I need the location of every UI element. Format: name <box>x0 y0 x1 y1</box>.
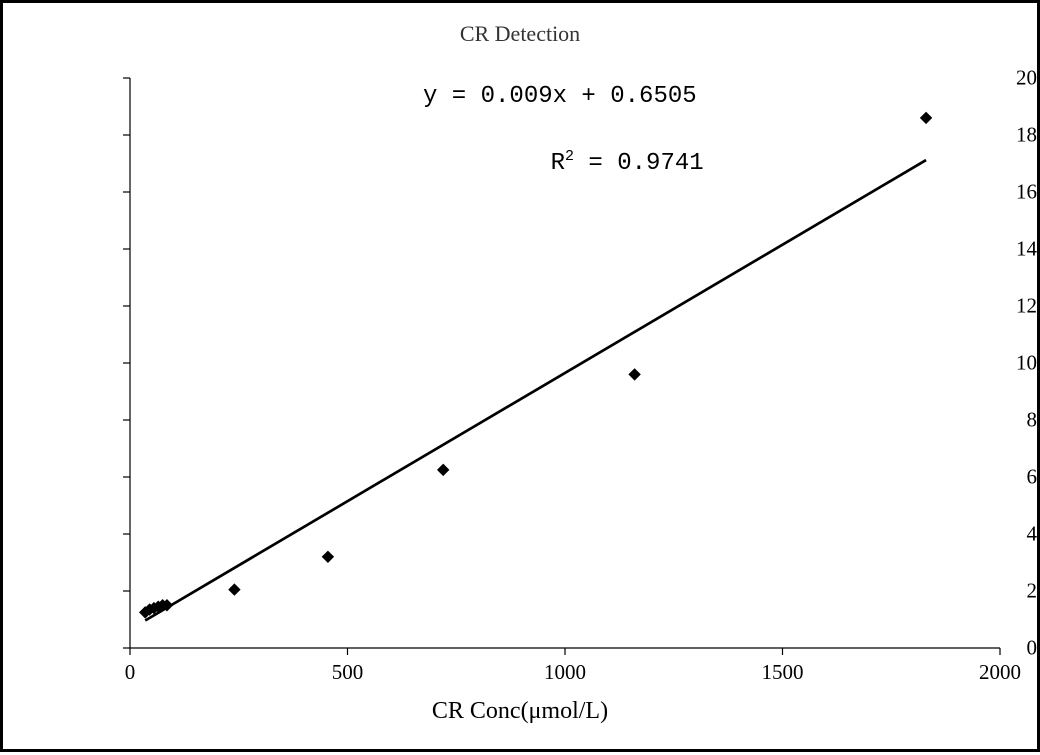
chart-outer-frame: CR Detection y = 0.009x + 0.6505 R2 = 0.… <box>0 0 1040 752</box>
y-tick-label: 20 <box>924 66 1037 91</box>
y-tick-label: 6 <box>924 465 1037 490</box>
x-tick-label: 500 <box>332 660 364 685</box>
x-tick-label: 1000 <box>544 660 586 685</box>
y-tick-label: 10 <box>924 351 1037 376</box>
x-axis-label: CR Conc(μmol/L) <box>3 698 1037 725</box>
y-tick-label: 14 <box>924 237 1037 262</box>
y-tick-label: 2 <box>924 579 1037 604</box>
x-tick-label: 1500 <box>762 660 804 685</box>
y-tick-label: 4 <box>924 522 1037 547</box>
y-tick-label: 12 <box>924 294 1037 319</box>
y-tick-label: 8 <box>924 408 1037 433</box>
x-tick-label: 2000 <box>979 660 1021 685</box>
y-tick-label: 0 <box>924 636 1037 661</box>
x-tick-label: 0 <box>125 660 136 685</box>
y-tick-label: 16 <box>924 180 1037 205</box>
chart-axes <box>3 3 1040 755</box>
y-tick-label: 18 <box>924 123 1037 148</box>
